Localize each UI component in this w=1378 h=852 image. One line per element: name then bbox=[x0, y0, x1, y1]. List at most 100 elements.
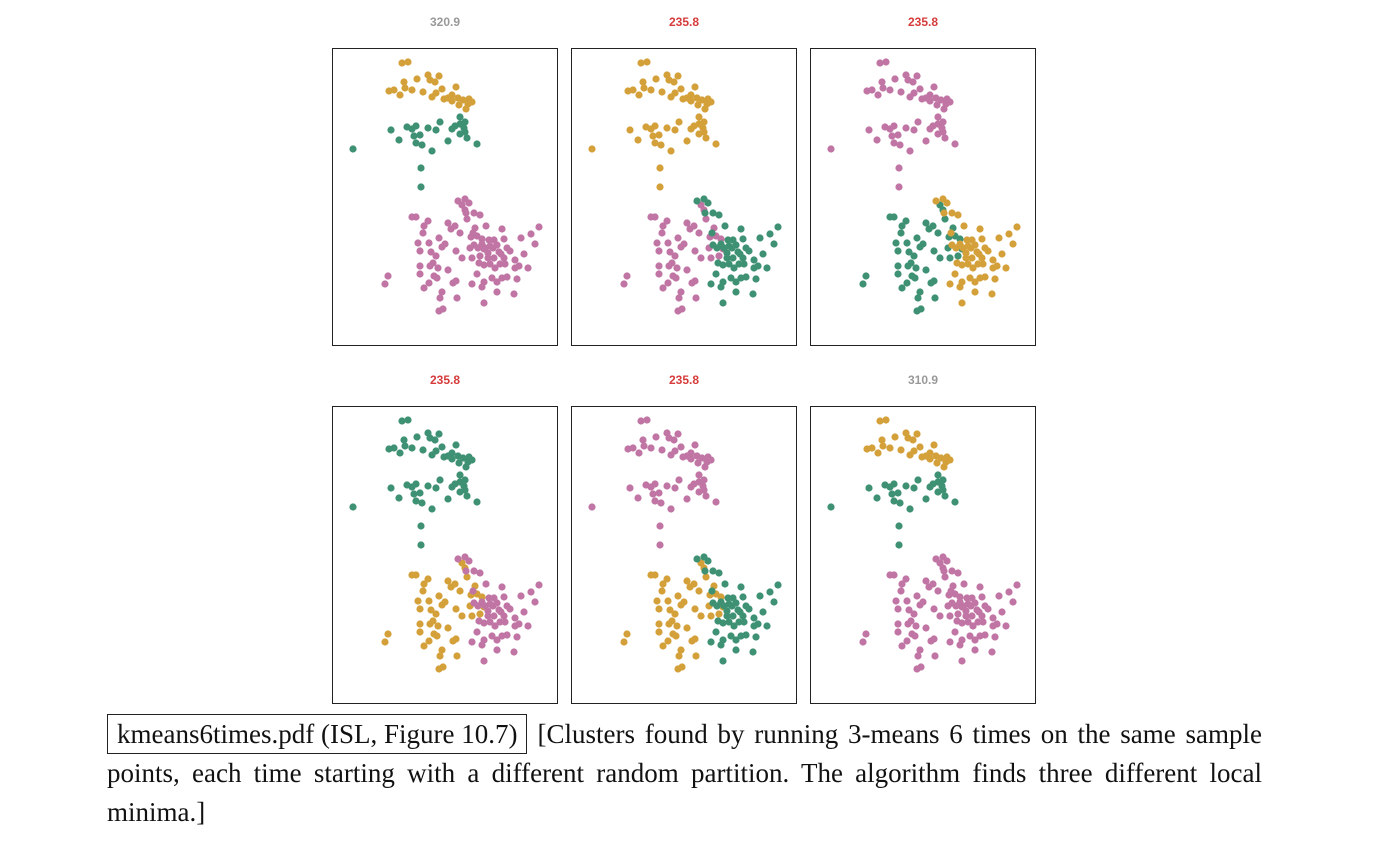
data-point bbox=[486, 618, 494, 626]
data-point bbox=[656, 522, 664, 530]
data-point bbox=[460, 124, 468, 132]
data-point bbox=[651, 497, 659, 505]
data-point bbox=[651, 122, 659, 130]
data-point bbox=[898, 642, 906, 650]
scatter-plot bbox=[571, 406, 797, 704]
data-point bbox=[419, 446, 427, 454]
data-point bbox=[424, 429, 432, 437]
data-point bbox=[962, 607, 970, 615]
data-point bbox=[906, 451, 914, 459]
data-point bbox=[916, 646, 924, 654]
data-point bbox=[349, 503, 357, 511]
data-point bbox=[910, 484, 918, 492]
data-point bbox=[476, 211, 484, 219]
data-point bbox=[655, 628, 663, 636]
data-point bbox=[723, 254, 731, 262]
data-point bbox=[898, 284, 906, 292]
data-point bbox=[719, 299, 727, 307]
data-point bbox=[470, 209, 478, 217]
data-point bbox=[480, 619, 488, 627]
data-point bbox=[461, 476, 469, 484]
data-point bbox=[663, 124, 671, 132]
data-point bbox=[962, 254, 970, 262]
data-point bbox=[456, 587, 464, 595]
data-point bbox=[463, 134, 471, 142]
data-point bbox=[640, 442, 648, 450]
data-point bbox=[968, 254, 976, 262]
data-point bbox=[460, 482, 468, 490]
data-point bbox=[398, 59, 406, 67]
data-point bbox=[451, 122, 459, 130]
data-point bbox=[413, 433, 421, 441]
data-point bbox=[897, 587, 905, 595]
data-point bbox=[663, 217, 671, 225]
data-point bbox=[898, 580, 906, 588]
scatter-panel: 320.9 bbox=[332, 15, 558, 346]
data-point bbox=[956, 235, 964, 243]
data-point bbox=[693, 94, 701, 102]
data-point bbox=[960, 222, 968, 230]
data-point bbox=[655, 489, 663, 497]
data-point bbox=[993, 262, 1001, 270]
data-point bbox=[428, 505, 436, 513]
data-point bbox=[926, 455, 934, 463]
data-point bbox=[878, 436, 886, 444]
data-point bbox=[395, 494, 403, 502]
data-point bbox=[1005, 230, 1013, 238]
data-point bbox=[435, 430, 443, 438]
data-point bbox=[675, 118, 683, 126]
data-point bbox=[697, 254, 705, 262]
data-point bbox=[707, 280, 715, 288]
data-point bbox=[424, 217, 432, 225]
scatter-panel: 235.8 bbox=[571, 373, 797, 704]
data-point bbox=[717, 235, 725, 243]
data-point bbox=[667, 147, 675, 155]
data-point bbox=[934, 587, 942, 595]
data-point bbox=[903, 637, 911, 645]
data-point bbox=[962, 249, 970, 257]
data-point bbox=[995, 592, 1003, 600]
data-point bbox=[707, 98, 715, 106]
data-point bbox=[717, 283, 725, 291]
data-point bbox=[635, 449, 643, 457]
scatter-plot bbox=[810, 406, 1036, 704]
data-point bbox=[890, 571, 898, 579]
data-point bbox=[416, 247, 424, 255]
data-point bbox=[975, 608, 983, 616]
data-point bbox=[964, 242, 972, 250]
data-point bbox=[683, 495, 691, 503]
data-point bbox=[655, 605, 663, 613]
data-point bbox=[723, 612, 731, 620]
data-point bbox=[524, 622, 532, 630]
data-point bbox=[894, 605, 902, 613]
data-point bbox=[649, 132, 657, 140]
data-point bbox=[946, 280, 954, 288]
data-point bbox=[700, 476, 708, 484]
data-point bbox=[480, 299, 488, 307]
data-point bbox=[897, 229, 905, 237]
data-point bbox=[742, 244, 750, 252]
data-point bbox=[732, 599, 740, 607]
data-point bbox=[665, 620, 673, 628]
data-point bbox=[677, 646, 685, 654]
data-point bbox=[428, 147, 436, 155]
data-point bbox=[488, 632, 496, 640]
data-point bbox=[635, 91, 643, 99]
data-point bbox=[666, 248, 674, 256]
data-point bbox=[418, 141, 426, 149]
data-point bbox=[656, 183, 664, 191]
figure-filename: kmeans6times.pdf (ISL, Figure 10.7) bbox=[107, 714, 528, 754]
data-point bbox=[497, 608, 505, 616]
data-point bbox=[484, 249, 492, 257]
data-point bbox=[941, 573, 949, 581]
data-point bbox=[958, 299, 966, 307]
data-point bbox=[652, 433, 660, 441]
data-point bbox=[456, 471, 464, 479]
data-point bbox=[922, 137, 930, 145]
data-point bbox=[493, 646, 501, 654]
data-point bbox=[966, 632, 974, 640]
data-point bbox=[916, 443, 924, 451]
data-point bbox=[672, 274, 680, 282]
data-point bbox=[454, 452, 462, 460]
data-point bbox=[695, 587, 703, 595]
